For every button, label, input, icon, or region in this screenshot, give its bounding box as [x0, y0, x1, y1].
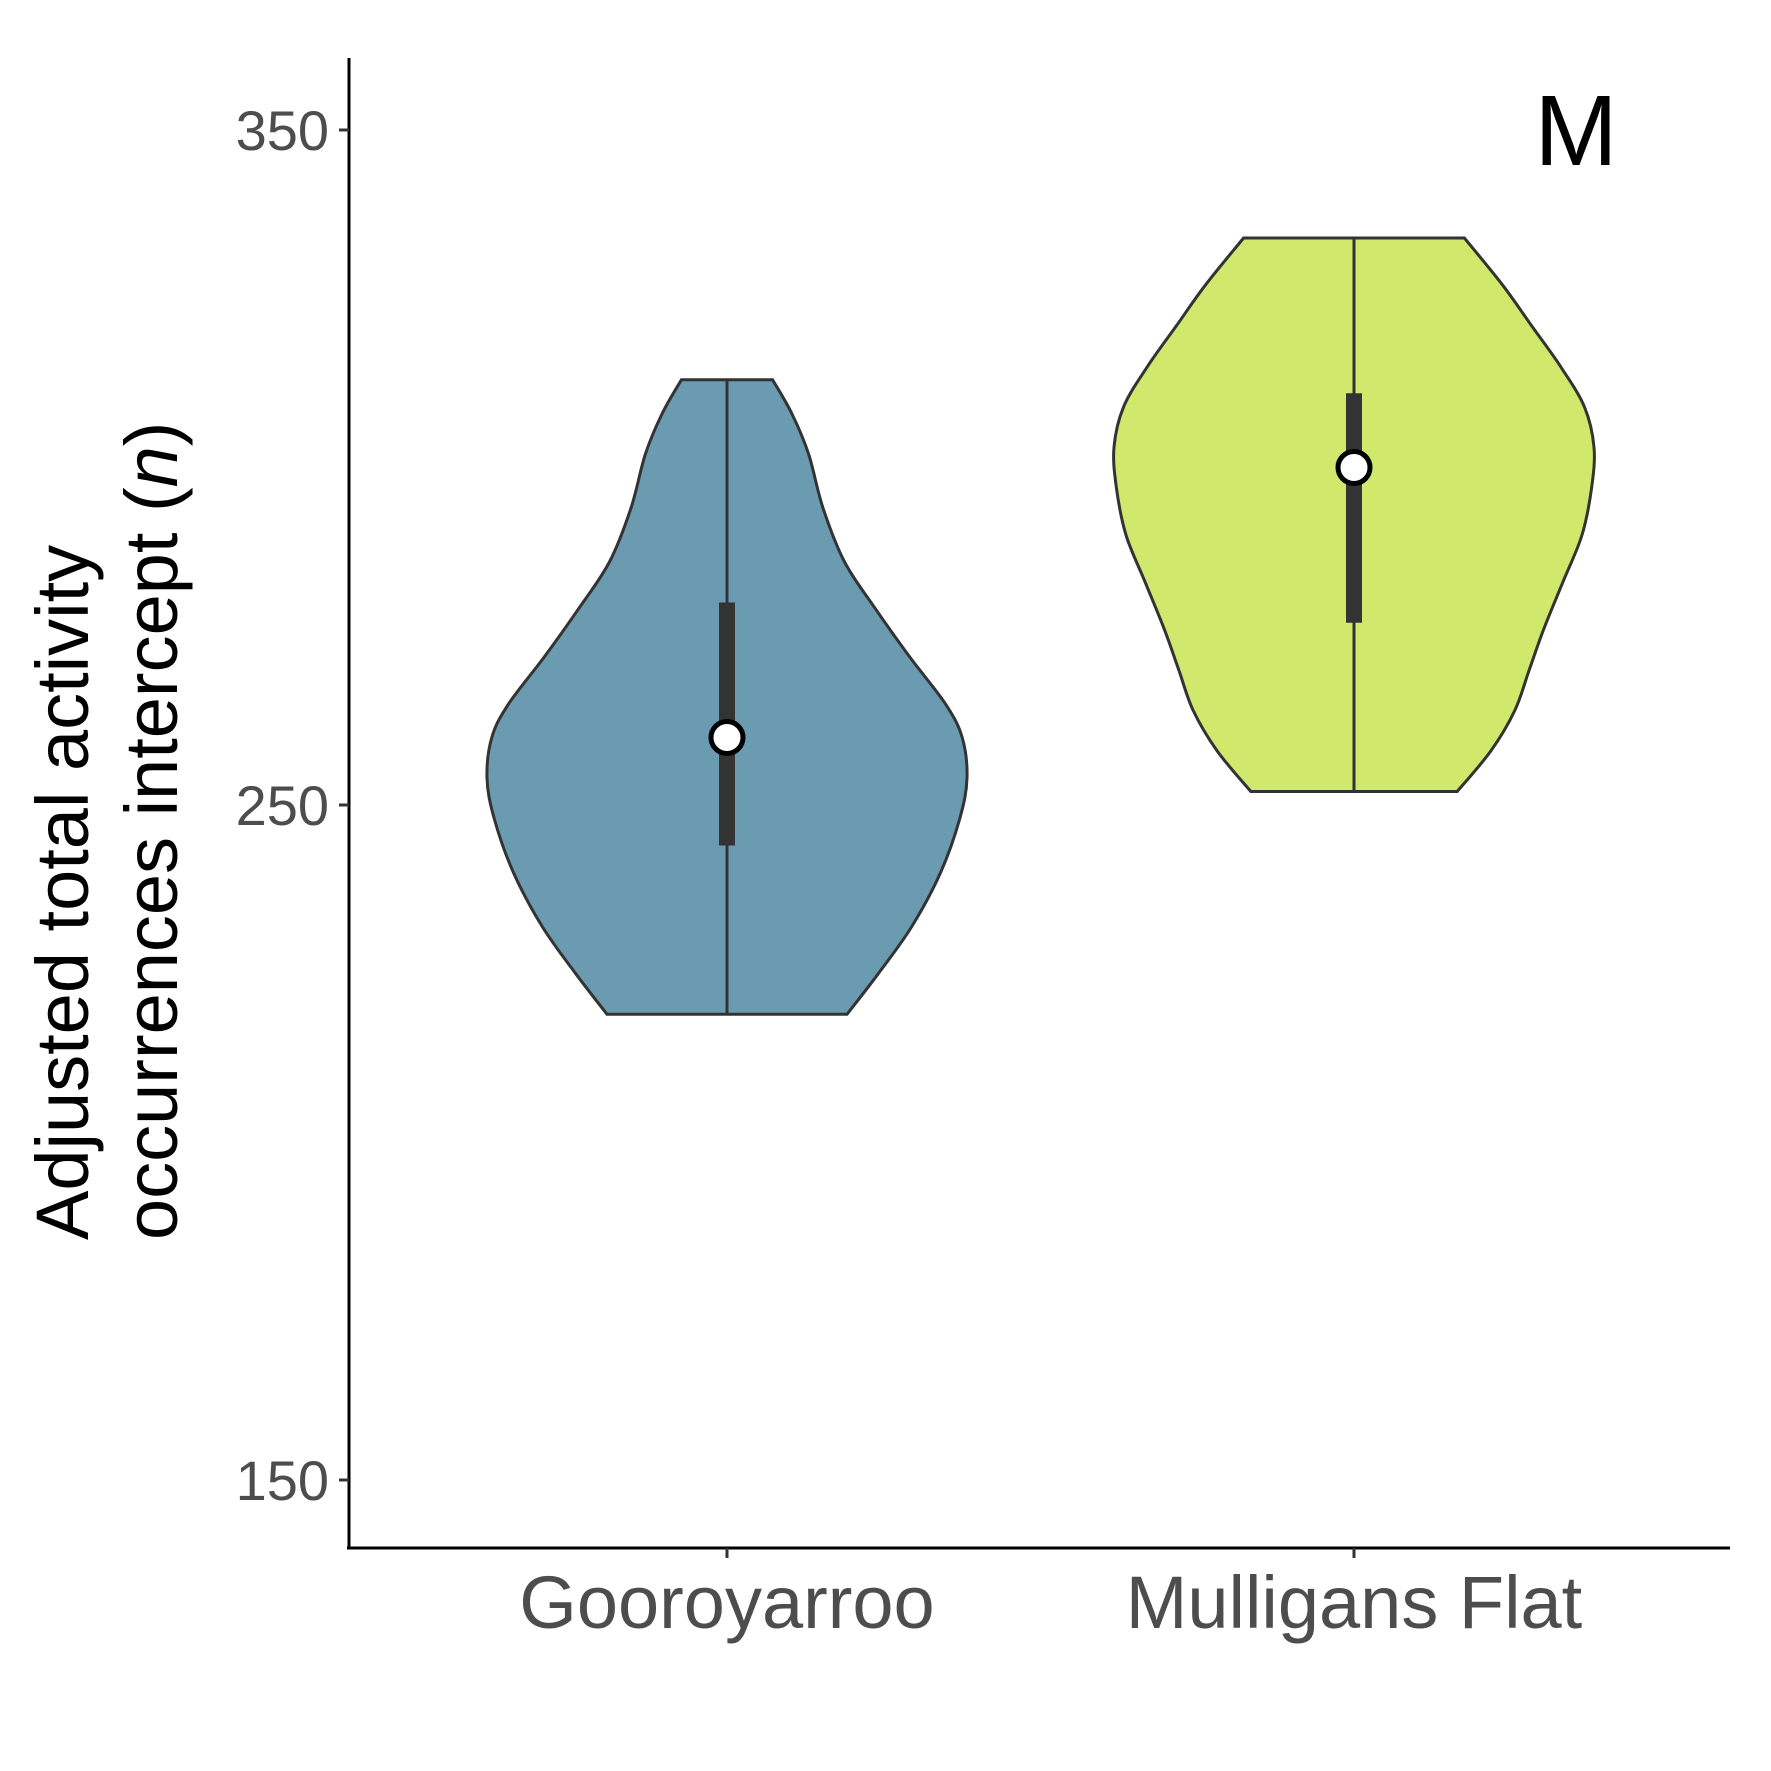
y-axis-title-line1: Adjusted total activity [21, 545, 104, 1240]
y-tick-label: 250 [236, 774, 329, 837]
x-tick-label: Mulligans Flat [1126, 1561, 1583, 1644]
y-axis-title-line2: occurrences intercept (n) [110, 422, 193, 1240]
y-axis-title-line2-italic: n [110, 446, 193, 487]
x-tick-labels: Gooroyarroo Mulligans Flat [519, 1548, 1583, 1644]
y-axis-title-line2-main: occurrences intercept ( [110, 487, 193, 1240]
iqr-bar [1346, 393, 1362, 623]
y-axis-title-line2-end: ) [110, 422, 193, 447]
y-tick-label: 150 [236, 1449, 329, 1512]
y-ticks: 150 250 350 [236, 99, 349, 1512]
median-point [708, 719, 746, 756]
y-tick-label: 350 [236, 99, 329, 162]
x-tick-label: Gooroyarroo [519, 1561, 934, 1644]
median-point [1335, 449, 1373, 486]
panel-label: M [1534, 75, 1617, 187]
violins-layer [485, 236, 1596, 1016]
